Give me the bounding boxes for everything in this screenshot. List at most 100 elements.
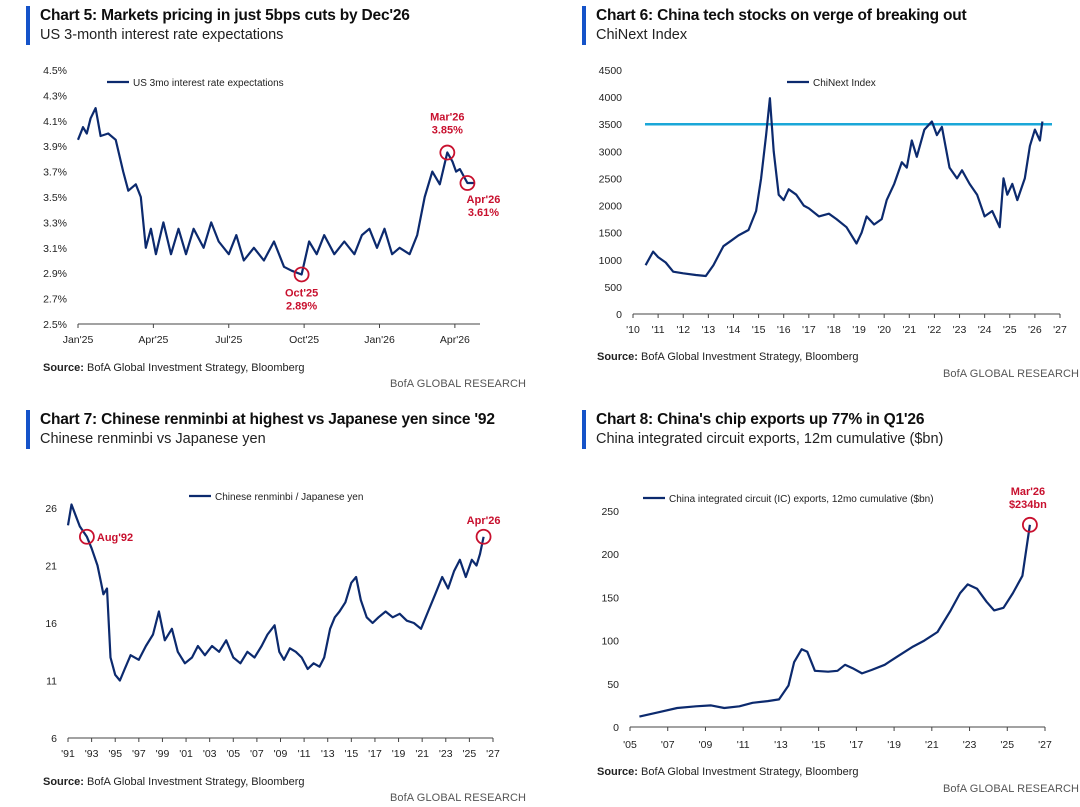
chart7-plot: 26 21 16 11 6 '91 '93 '95 '97 '99 '01 '03 '05 '07 '09 '… [45,492,501,760]
chart5-header: Chart 5: Markets pricing in just 5bps cu… [26,6,410,45]
chart6-panel: Chart 6: China tech stocks on verge of b… [540,0,1080,403]
chart8-header: Chart 8: China's chip exports up 77% in … [582,410,943,449]
chart8-xtick-label: '23 [963,739,977,751]
chart8-annotation-value: $234bn [1009,499,1047,511]
chart7-xtick-label: '09 [274,748,288,760]
chart7-xtick-label: '23 [439,748,453,760]
chart6-subtitle: ChiNext Index [596,27,688,43]
chart5-annotation-value: 3.85% [432,125,463,137]
chart7-xtick-label: '99 [156,748,170,760]
chart5-plot: 4.5% 4.3% 4.1% 3.9% 3.7% 3.5% 3.3% 3.1% 2.9% 2.7%… [43,65,501,346]
chart7-annotation-label: Apr'26 [467,515,501,527]
chart6-xtick-label: '10 [626,324,640,336]
chart6-ytick-label: 2000 [599,201,623,213]
chart8-title: Chart 8: China's chip exports up 77% in … [596,411,925,428]
chart5-legend-label: US 3mo interest rate expectations [133,78,284,89]
chart5-annotation-marker [459,175,476,191]
chart7-ytick-label: 21 [45,561,57,573]
chart8-xtick-label: '11 [737,739,750,751]
chart6-xtick-label: '19 [852,324,866,336]
chart8-ytick-label: 150 [601,592,619,604]
chart6-xtick-label: '18 [827,324,841,336]
chart6-xtick-label: '12 [676,324,690,336]
chart5-ytick-label: 3.1% [43,243,67,255]
chart6-source: Source: BofA Global Investment Strategy,… [597,351,859,363]
chart7-title: Chart 7: Chinese renminbi at highest vs … [40,411,495,428]
chart8-annotation-label: Mar'26 [1011,486,1045,498]
chart7-annotation-marker [78,528,95,545]
chart6-title: Chart 6: China tech stocks on verge of b… [596,7,967,24]
chart6-ytick-label: 0 [616,309,622,321]
chart6-plot: 4500 4000 3500 3000 2500 2000 1500 1000 500 0 '10 '… [599,65,1067,336]
chart6-xtick-label: '23 [953,324,967,336]
chart8-source: Source: BofA Global Investment Strategy,… [597,766,859,778]
chart5-annotation-label: Apr'26 [467,194,501,206]
chart6-header: Chart 6: China tech stocks on verge of b… [582,6,967,45]
chart6-ytick-label: 4500 [599,65,623,77]
chart7-ytick-label: 16 [45,618,57,630]
chart5-xtick-label: Jan'25 [63,334,94,346]
chart8-xtick-label: '25 [1000,739,1014,751]
source-text: BofA Global Investment Strategy, Bloombe… [87,362,305,374]
chart6-brand: BofA GLOBAL RESEARCH [943,368,1080,380]
chart6-xtick-label: '13 [702,324,716,336]
chart6-xtick-label: '16 [777,324,791,336]
chart7-ytick-label: 6 [51,733,57,745]
chart8-annotation-marker [1022,516,1038,533]
chart5-ytick-label: 4.3% [43,90,67,102]
chart7-xtick-label: '05 [226,748,240,760]
chart8-panel: Chart 8: China's chip exports up 77% in … [540,404,1080,807]
chart5-ytick-label: 2.9% [43,268,67,280]
chart6-xtick-label: '14 [727,324,741,336]
source-text: BofA Global Investment Strategy, Bloombe… [641,351,859,363]
chart5-ytick-label: 3.5% [43,192,67,204]
chart7-xtick-label: '21 [415,748,429,760]
chart8-subtitle: China integrated circuit exports, 12m cu… [596,431,944,447]
chart7-ytick-label: 11 [46,676,57,688]
chart8-xtick-label: '17 [850,739,864,751]
chart5-brand: BofA GLOBAL RESEARCH [390,378,527,390]
chart5-annotation-label: Oct'25 [285,287,318,299]
chart5-annotation-value: 2.89% [286,300,317,312]
chart7-legend-label: Chinese renminbi / Japanese yen [215,492,363,503]
chart5-ytick-label: 2.7% [43,294,67,306]
chart6-series-line [644,97,1044,278]
chart6-ytick-label: 1000 [599,255,623,267]
chart6-xtick-label: '27 [1053,324,1067,336]
chart7-xtick-label: '91 [61,748,75,760]
chart5-annotation-marker [439,144,456,161]
chart5-annotation-value: 3.61% [468,207,499,219]
chart8-xtick-label: '09 [699,739,713,751]
chart5-ytick-label: 3.3% [43,217,67,229]
chart8-xtick-label: '13 [774,739,788,751]
chart5-ytick-label: 3.7% [43,167,67,179]
source-text: BofA Global Investment Strategy, Bloombe… [87,776,305,788]
chart8-ytick-label: 100 [601,636,619,648]
chart8-xtick-label: '07 [661,739,675,751]
chart7-xtick-label: '01 [179,748,193,760]
chart5-series-line [76,106,475,276]
chart6-ytick-label: 3500 [599,119,623,131]
chart5-ytick-label: 3.9% [43,141,67,153]
chart6-ytick-label: 500 [604,282,622,294]
chart6-xtick-label: '21 [902,324,916,336]
chart7-xtick-label: '25 [463,748,477,760]
chart8-plot: 250 200 150 100 50 0 '05 '07 '09 '11 '13 '15 '17 '19 '… [601,486,1052,751]
chart6-xtick-label: '17 [802,324,816,336]
chart7-xtick-label: '11 [298,748,311,760]
chart5-title: Chart 5: Markets pricing in just 5bps cu… [40,7,410,24]
chart5-xtick-label: Oct'25 [289,334,319,346]
chart5-panel: Chart 5: Markets pricing in just 5bps cu… [0,0,540,403]
chart7-series-line [66,503,485,682]
chart5-ytick-label: 4.5% [43,65,67,77]
chart8-xtick-label: '19 [887,739,901,751]
chart5-xtick-label: Jul'25 [215,334,242,346]
chart7-source: Source: BofA Global Investment Strategy,… [43,776,305,788]
chart5-subtitle: US 3-month interest rate expectations [40,27,284,43]
chart7-annotation-marker [475,528,492,545]
chart6-xtick-label: '22 [928,324,942,336]
chart8-legend-label: China integrated circuit (IC) exports, 1… [669,494,934,505]
chart7-subtitle: Chinese renminbi vs Japanese yen [40,431,266,447]
source-label: Source: [43,776,84,788]
source-label: Source: [43,362,84,374]
